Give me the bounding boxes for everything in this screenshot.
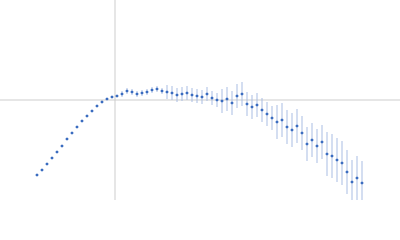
data-point (95, 104, 99, 108)
data-point (155, 87, 159, 91)
data-point (295, 124, 299, 128)
data-point (280, 118, 284, 122)
data-point (220, 99, 224, 103)
data-point (65, 137, 69, 141)
data-point (140, 91, 144, 95)
data-point (215, 98, 219, 102)
data-point (305, 142, 309, 146)
data-point (235, 94, 239, 98)
data-point (300, 131, 304, 135)
data-point (195, 94, 199, 98)
data-point (150, 88, 154, 92)
data-point (35, 173, 39, 177)
data-point (160, 89, 164, 93)
data-point (360, 181, 364, 185)
data-point (345, 170, 349, 174)
data-point (50, 156, 54, 160)
data-point (100, 100, 104, 104)
data-point (60, 144, 64, 148)
data-point (40, 168, 44, 172)
data-point (340, 161, 344, 165)
data-point (145, 90, 149, 94)
data-point (125, 89, 129, 93)
data-point (110, 95, 114, 99)
data-point (105, 97, 109, 101)
data-point (135, 92, 139, 96)
data-point (230, 101, 234, 105)
data-point (85, 114, 89, 118)
data-point (355, 176, 359, 180)
data-point (250, 105, 254, 109)
data-point (175, 93, 179, 97)
chart (0, 0, 400, 200)
data-point (45, 162, 49, 166)
data-point (200, 95, 204, 99)
data-point (70, 131, 74, 135)
data-point (325, 152, 329, 156)
data-point (245, 102, 249, 106)
data-point (335, 158, 339, 162)
data-point (330, 154, 334, 158)
data-point (120, 92, 124, 96)
data-point (185, 91, 189, 95)
data-point (260, 108, 264, 112)
data-point (310, 138, 314, 142)
data-point (320, 140, 324, 144)
data-point (115, 94, 119, 98)
data-point (165, 90, 169, 94)
data-point (285, 125, 289, 129)
data-point (315, 144, 319, 148)
data-point (240, 92, 244, 96)
data-point (205, 92, 209, 96)
data-point (75, 125, 79, 129)
data-point (190, 93, 194, 97)
data-point (265, 112, 269, 116)
data-point (225, 97, 229, 101)
data-point (270, 116, 274, 120)
data-point (180, 92, 184, 96)
data-point (290, 128, 294, 132)
data-point (210, 96, 214, 100)
data-point (275, 120, 279, 124)
data-point (350, 180, 354, 184)
data-point (170, 91, 174, 95)
data-point (55, 150, 59, 154)
data-point (255, 103, 259, 107)
data-point (130, 90, 134, 94)
data-point (80, 119, 84, 123)
data-point (90, 109, 94, 113)
